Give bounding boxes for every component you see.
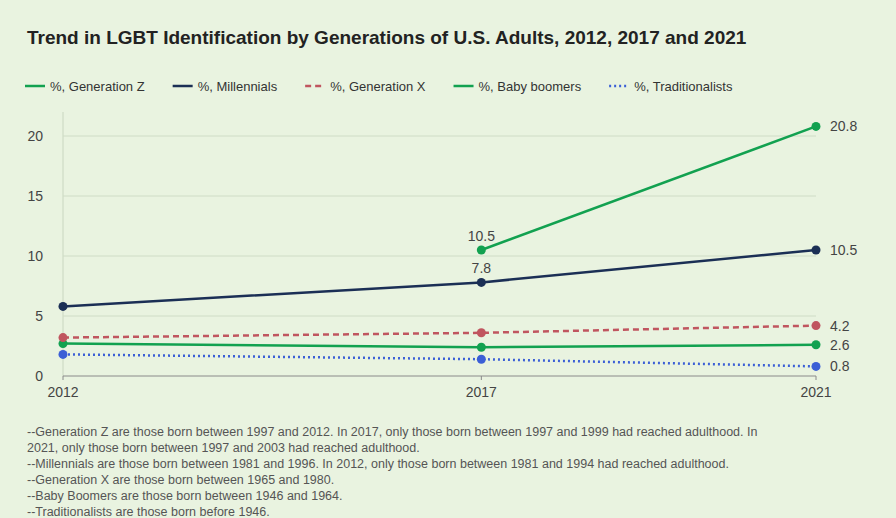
point: [59, 302, 68, 311]
y-tick-label: 10: [27, 248, 43, 264]
point: [812, 122, 821, 131]
legend-swatch: [305, 85, 325, 88]
series-line: [481, 126, 816, 250]
x-tick: [63, 376, 64, 380]
point: [812, 321, 821, 330]
data-label: 0.8: [830, 358, 850, 374]
series-line: [63, 354, 816, 366]
legend-swatch: [173, 85, 193, 88]
legend-label: %, Millennials: [198, 79, 278, 94]
note: --Generation Z are those born between 19…: [27, 425, 757, 439]
data-label: 20.8: [830, 118, 857, 134]
data-labels: 0.8 2.6 4.2 7.8 10.5 10.5 20.8: [468, 118, 858, 374]
note: --Traditionalists are those born before …: [27, 505, 270, 518]
point: [812, 340, 821, 349]
x-tick-label: 2021: [800, 384, 831, 400]
grid-line: [63, 136, 816, 137]
grid-line: [63, 316, 816, 317]
point: [477, 355, 486, 364]
note: --Millennials are those born between 198…: [27, 457, 729, 471]
point: [812, 246, 821, 255]
plot-area: [59, 122, 821, 371]
note: --Baby Boomers are those born between 19…: [27, 489, 343, 503]
grid-line: [63, 196, 816, 197]
legend-label: %, Generation Z: [50, 79, 145, 94]
data-label: 10.5: [830, 242, 857, 258]
point: [59, 350, 68, 359]
legend-swatch: [454, 85, 474, 88]
chart: Trend in LGBT Identification by Generati…: [0, 0, 896, 518]
data-label: 10.5: [468, 228, 495, 244]
grid-line: [63, 376, 816, 377]
y-tick-label: 15: [27, 188, 43, 204]
y-tick-label: 5: [35, 308, 43, 324]
y-tick-label: 0: [35, 368, 43, 384]
data-label: 4.2: [830, 318, 850, 334]
data-label: 7.8: [472, 260, 492, 276]
point: [812, 362, 821, 371]
point: [477, 328, 486, 337]
y-tick-label: 20: [27, 128, 43, 144]
legend: %, Generation Z %, Millennials %, Generati…: [25, 79, 733, 94]
legend-label: %, Generation X: [330, 79, 426, 94]
legend-swatch: [609, 85, 629, 88]
x-tick: [816, 376, 817, 380]
grid-line: [63, 256, 816, 257]
data-label: 2.6: [830, 337, 850, 353]
legend-label: %, Baby boomers: [479, 79, 582, 94]
point: [477, 343, 486, 352]
notes: --Generation Z are those born between 19…: [27, 425, 757, 518]
series-line: [63, 250, 816, 306]
x-tick-label: 2017: [466, 384, 497, 400]
note: 2021, only those born between 1997 and 2…: [27, 441, 420, 455]
title: Trend in LGBT Identification by Generati…: [27, 27, 747, 48]
point: [477, 246, 486, 255]
x-tick-label: 2012: [47, 384, 78, 400]
series-line: [63, 326, 816, 338]
legend-swatch: [25, 85, 45, 88]
background: [0, 0, 896, 518]
x-tick: [481, 376, 482, 380]
point: [59, 333, 68, 342]
series-line: [63, 344, 816, 348]
legend-label: %, Traditionalists: [634, 79, 733, 94]
note: --Generation X are those born between 19…: [27, 473, 334, 487]
point: [477, 278, 486, 287]
